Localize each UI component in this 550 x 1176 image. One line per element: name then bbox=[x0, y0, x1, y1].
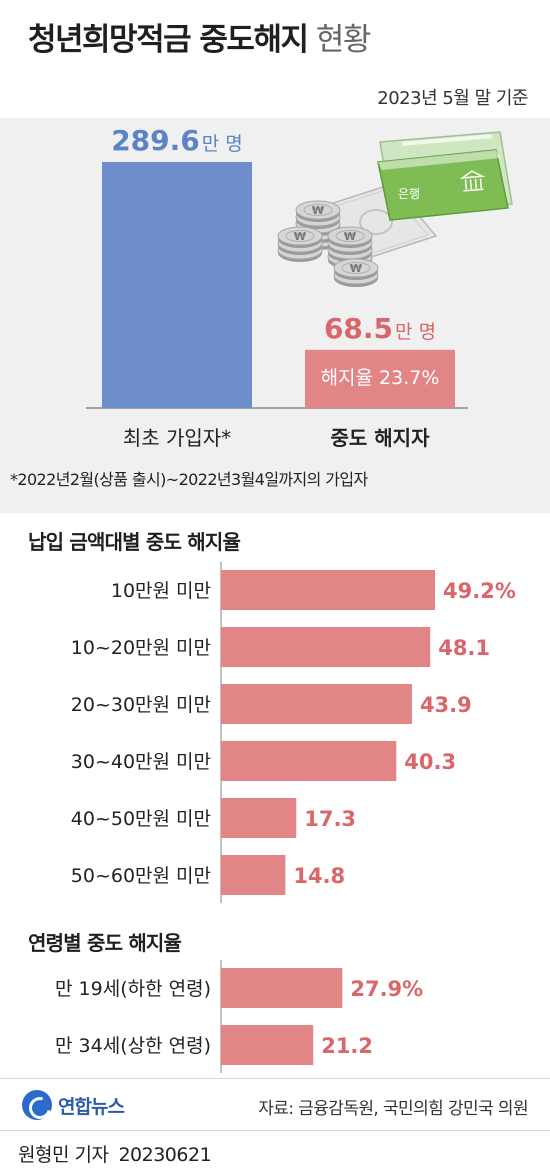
reporter-name: 원형민 기자 bbox=[18, 1144, 109, 1166]
bar-value-label: 43.9 bbox=[420, 693, 472, 717]
bar bbox=[221, 1025, 314, 1065]
bar-value-label: 289.6 만 명 bbox=[111, 124, 243, 157]
amount-churn-chart: 10만원 미만 49.2% 10~20만원 미만 48.1 20~30만원 미만 43.9… bbox=[71, 562, 516, 903]
reporter-credit: 원형민 기자 20230621 bbox=[18, 1140, 212, 1167]
footer-divider bbox=[0, 1078, 550, 1079]
coin-rim bbox=[335, 230, 365, 242]
publish-date: 20230621 bbox=[118, 1144, 212, 1166]
title-main: 청년희망적금 중도해지 bbox=[28, 22, 309, 58]
bar-value-label: 40.3 bbox=[404, 750, 456, 774]
age-churn-chart: 만 19세(하한 연령) 27.9% 만 34세(상한 연령) 21.2 bbox=[55, 960, 423, 1073]
bar bbox=[221, 968, 343, 1008]
category-label: 10만원 미만 bbox=[111, 580, 211, 602]
section-title-age: 연령별 중도 해지율 bbox=[28, 931, 182, 955]
bar-initial-subscribers bbox=[102, 162, 252, 408]
coin-symbol: ₩ bbox=[350, 262, 362, 275]
coin-stack-icon: ₩ ₩ ₩ ₩ bbox=[277, 200, 379, 287]
source-credit: 자료: 금융감독원, 국민의힘 강민국 의원 bbox=[258, 1099, 528, 1119]
churn-rate-annotation: 해지율 23.7% bbox=[321, 367, 440, 389]
savings-illustration: 은행 ₩ ₩ ₩ ₩ bbox=[277, 131, 513, 287]
bar bbox=[221, 684, 412, 724]
basis-date: 2023년 5월 말 기준 bbox=[377, 88, 528, 109]
coin-symbol: ₩ bbox=[344, 230, 356, 243]
bar bbox=[221, 855, 286, 895]
yonhap-logo: 연합뉴스 bbox=[22, 1090, 125, 1120]
page-title: 청년희망적금 중도해지 현황 bbox=[28, 14, 372, 59]
yonhap-logo-icon bbox=[22, 1090, 52, 1120]
title-sub: 현황 bbox=[315, 22, 372, 58]
coin bbox=[327, 226, 373, 246]
category-label: 중도 해지자 bbox=[331, 426, 431, 450]
logo-text: 연합뉴스 bbox=[58, 1095, 125, 1118]
category-label: 만 34세(상한 연령) bbox=[55, 1035, 211, 1057]
bar-value-label: 14.8 bbox=[293, 864, 345, 888]
coin-symbol: ₩ bbox=[294, 230, 306, 243]
subscriber-chart: 은행 ₩ ₩ ₩ ₩ 289.6 만 명최초 가입자* 68.5 만 명중도 해지자 해지율 … bbox=[86, 124, 513, 450]
coin-rim bbox=[303, 204, 333, 216]
bar-value-label: 21.2 bbox=[321, 1034, 373, 1058]
category-label: 40~50만원 미만 bbox=[71, 808, 211, 830]
bar-early-terminators bbox=[305, 349, 455, 408]
coin-rim bbox=[341, 262, 371, 274]
bar-value-label: 27.9% bbox=[350, 977, 423, 1001]
category-label: 50~60만원 미만 bbox=[71, 865, 211, 887]
coin bbox=[333, 258, 379, 278]
category-label: 만 19세(하한 연령) bbox=[55, 978, 211, 1000]
coin-symbol: ₩ bbox=[312, 204, 324, 217]
category-label: 10~20만원 미만 bbox=[71, 637, 211, 659]
coin-rim bbox=[285, 230, 315, 242]
bar-value-label: 49.2% bbox=[443, 579, 516, 603]
category-label: 최초 가입자* bbox=[123, 426, 231, 450]
bar bbox=[221, 741, 397, 781]
category-label: 30~40만원 미만 bbox=[71, 751, 211, 773]
category-label: 20~30만원 미만 bbox=[71, 694, 211, 716]
coin bbox=[277, 226, 323, 246]
bar bbox=[221, 798, 297, 838]
section-title-amount: 납입 금액대별 중도 해지율 bbox=[28, 530, 241, 554]
footnote: *2022년2월(상품 출시)~2022년3월4일까지의 가입자 bbox=[10, 470, 368, 489]
bar-value-label: 48.1 bbox=[438, 636, 490, 660]
footer-divider-2 bbox=[0, 1130, 550, 1131]
bar-value-label: 17.3 bbox=[304, 807, 356, 831]
bank-building-icon bbox=[459, 170, 486, 192]
bar bbox=[221, 570, 435, 610]
bar-value-label: 68.5 만 명 bbox=[324, 312, 436, 345]
bar bbox=[221, 627, 431, 667]
bankbook-icon: 은행 bbox=[377, 131, 513, 221]
bankbook-label: 은행 bbox=[398, 186, 420, 201]
coin bbox=[295, 200, 341, 220]
